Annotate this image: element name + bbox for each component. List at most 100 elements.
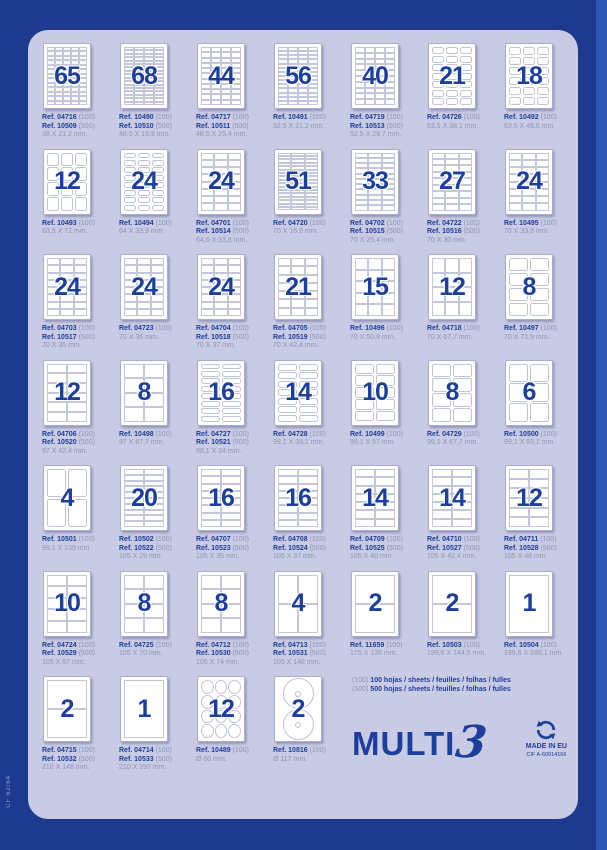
label-cell bbox=[459, 98, 472, 105]
label-cell bbox=[304, 299, 318, 308]
brand-name-text: MULTI bbox=[352, 724, 456, 762]
label-cell bbox=[124, 152, 137, 159]
label-cell bbox=[529, 258, 549, 272]
label-cell bbox=[509, 469, 529, 479]
label-cell bbox=[381, 184, 395, 190]
ref-quantity: (100) bbox=[538, 536, 557, 543]
label-cell bbox=[432, 72, 445, 80]
ref-quantity: (100) bbox=[307, 536, 326, 543]
ref-line: Ref. 10494 (100) bbox=[119, 220, 186, 229]
label-cell bbox=[522, 159, 536, 167]
label-cell bbox=[60, 265, 74, 273]
label-cell bbox=[144, 53, 154, 58]
label-cell bbox=[211, 83, 221, 90]
label-cell bbox=[298, 80, 308, 85]
labels-per-sheet-count: 16 bbox=[208, 378, 235, 406]
label-cell bbox=[458, 287, 472, 302]
label-cell bbox=[375, 518, 395, 527]
refs-block: Ref. 10500 (100) 99,1 X 93,1 mm. bbox=[504, 431, 571, 448]
label-cell bbox=[71, 78, 79, 83]
ref-number: Ref. 04702 bbox=[350, 219, 385, 227]
label-cell bbox=[134, 50, 144, 54]
refs-block: Ref. 04708 (100) Ref. 10524 (500) 105 X 37… bbox=[273, 536, 340, 562]
label-cell bbox=[278, 203, 292, 208]
label-cell bbox=[144, 603, 164, 618]
label-cell bbox=[365, 76, 375, 82]
label-cell bbox=[221, 52, 231, 58]
label-cell bbox=[214, 258, 228, 266]
label-cell bbox=[134, 70, 144, 75]
label-cell bbox=[298, 67, 308, 72]
label-dimensions: 199,6 X 144,5 mm. bbox=[427, 650, 487, 657]
label-card: 4 Ref. 04713 (100) Ref. 10531 (500) 105 X 1… bbox=[269, 570, 340, 668]
labels-per-sheet-count: 12 bbox=[54, 167, 81, 195]
ref-line: Ref. 10522 (500) bbox=[119, 545, 186, 554]
label-sheet-preview: 24 bbox=[120, 148, 168, 215]
ref-number: Ref. 04715 bbox=[42, 747, 77, 754]
label-cell bbox=[47, 272, 61, 280]
label-cell bbox=[151, 159, 164, 166]
label-cell bbox=[509, 96, 522, 105]
label-cell bbox=[134, 101, 144, 105]
ref-line: Ref. 10491 (100) bbox=[273, 114, 340, 123]
label-cell bbox=[144, 101, 154, 105]
label-cell bbox=[124, 265, 138, 273]
label-cell bbox=[214, 279, 228, 287]
refs-block: Ref. 10498 (100) 97 X 67,7 mm. bbox=[119, 431, 186, 448]
label-dimensions: 63,5 X 38,1 mm. bbox=[427, 122, 479, 130]
label-cell bbox=[355, 157, 369, 164]
label-cell bbox=[214, 159, 228, 167]
ref-line: Ref. 10510 (500) bbox=[119, 123, 186, 132]
label-cell bbox=[55, 64, 63, 70]
label-cell bbox=[278, 186, 292, 191]
label-cell bbox=[124, 378, 144, 393]
ref-quantity: (100) bbox=[76, 114, 95, 121]
label-cell bbox=[278, 71, 288, 76]
ref-quantity: (100) bbox=[384, 219, 403, 227]
label-cell bbox=[432, 493, 452, 503]
label-cell bbox=[144, 77, 154, 82]
label-cell bbox=[355, 258, 369, 270]
ref-quantity: (100) bbox=[307, 430, 326, 438]
refs-block: Ref. 04717 (100) Ref. 10511 (500) 48,5 X 2… bbox=[196, 114, 263, 140]
label-cell bbox=[221, 603, 241, 618]
label-dimensions: 63,5 X 72 mm. bbox=[42, 228, 88, 235]
label-cell bbox=[47, 258, 61, 266]
label-cell bbox=[458, 178, 472, 185]
ref-number: Ref. 10533 bbox=[119, 755, 154, 763]
label-cell bbox=[509, 86, 522, 96]
label-cell bbox=[124, 258, 138, 266]
ref-line: Ref. 04709 (100) bbox=[350, 536, 417, 545]
ref-line: Ref. 04704 (100) bbox=[196, 325, 263, 334]
label-sheet-preview: 27 bbox=[428, 148, 476, 215]
label-cell bbox=[298, 483, 318, 491]
label-cell bbox=[214, 203, 228, 211]
label-cell bbox=[137, 279, 151, 287]
label-cell bbox=[304, 183, 318, 187]
label-cell bbox=[47, 87, 55, 92]
refs-block: Ref. 04714 (100) Ref. 10533 (500) 210 X 29… bbox=[119, 747, 186, 773]
label-cell bbox=[432, 152, 446, 159]
label-cell bbox=[221, 68, 231, 74]
label-cell bbox=[375, 70, 385, 76]
label-cell bbox=[154, 91, 164, 95]
label-cell bbox=[144, 74, 154, 78]
label-cell bbox=[278, 100, 288, 105]
ref-number: Ref. 10518 bbox=[196, 333, 231, 341]
label-cell bbox=[368, 292, 382, 305]
label-cell bbox=[228, 680, 241, 694]
label-cell bbox=[150, 258, 164, 266]
label-cells bbox=[121, 466, 167, 530]
label-cells bbox=[198, 150, 244, 214]
label-card: 12 Ref. 10493 (100) 63,5 X 72 mm. bbox=[38, 148, 109, 246]
label-cell bbox=[74, 182, 87, 196]
refs-block: Ref. 04716 (100) Ref. 10509 (500) 38 X 21,… bbox=[42, 114, 109, 140]
label-cell bbox=[221, 490, 241, 498]
label-cell bbox=[221, 469, 241, 477]
ref-quantity: (500) bbox=[384, 122, 403, 130]
label-dimensions: 105 X 37 mm. bbox=[273, 553, 317, 560]
ref-quantity: (500) bbox=[461, 544, 480, 552]
ref-quantity: (500) bbox=[230, 439, 249, 446]
label-sheet-preview: 1 bbox=[120, 676, 168, 742]
label-cell bbox=[355, 387, 375, 398]
